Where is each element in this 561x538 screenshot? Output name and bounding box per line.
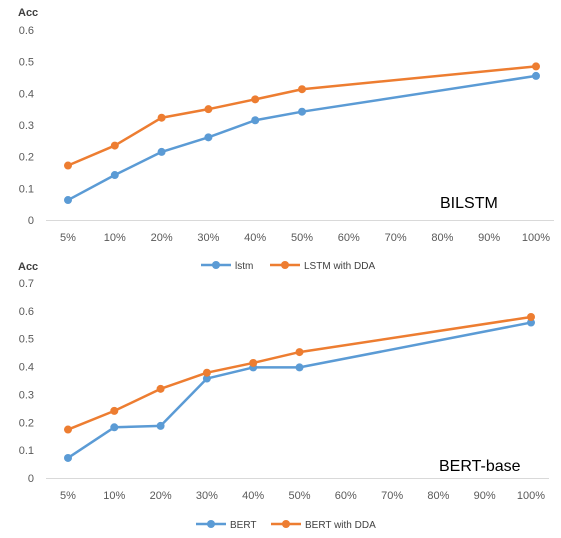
data-point <box>251 95 260 104</box>
x-tick-label: 100% <box>517 490 545 502</box>
series-line-2 <box>67 315 532 431</box>
y-tick-label: 0.5 <box>19 334 34 346</box>
data-point <box>110 406 119 415</box>
legend-item-1: lstm <box>201 261 253 272</box>
x-tick-label: 70% <box>381 490 403 502</box>
data-point <box>298 85 306 94</box>
data-point <box>157 113 166 122</box>
x-tick-label: 50% <box>291 232 313 244</box>
x-tick-label: 5% <box>60 232 76 244</box>
legend-item-1: BERT <box>196 520 257 531</box>
data-point <box>532 62 540 71</box>
legend-label: BERT with DDA <box>305 520 376 531</box>
series-line-2 <box>67 65 537 167</box>
x-tick-label: 60% <box>338 232 360 244</box>
model-annotation: BERT-base <box>439 458 521 475</box>
data-point <box>64 425 72 434</box>
y-tick-label: 0.1 <box>19 445 34 457</box>
y-tick-label: 0.2 <box>19 152 34 164</box>
x-tick-label: 10% <box>103 490 125 502</box>
data-point <box>251 116 260 125</box>
legend-swatch-marker <box>282 520 290 528</box>
legend-label: lstm <box>235 261 253 272</box>
x-tick-label: 80% <box>427 490 449 502</box>
x-tick-label: 20% <box>150 490 172 502</box>
x-tick-label: 90% <box>474 490 496 502</box>
data-point <box>532 71 540 80</box>
data-point <box>156 384 165 393</box>
y-tick-label: 0.2 <box>19 417 34 429</box>
series-line-1 <box>67 321 532 459</box>
y-tick-label: 0 <box>28 215 34 227</box>
legend-label: LSTM with DDA <box>304 261 375 272</box>
data-point <box>110 423 119 432</box>
data-point <box>204 105 213 114</box>
legend-item-2: LSTM with DDA <box>270 261 375 272</box>
data-point <box>202 368 211 377</box>
y-tick-label: 0.4 <box>19 362 34 374</box>
y-tick-label: 0.5 <box>19 57 34 69</box>
data-point <box>110 141 119 150</box>
data-point <box>527 312 535 321</box>
y-tick-label: 0.3 <box>19 120 34 132</box>
y-tick-label: 0.7 <box>19 278 34 290</box>
x-tick-label: 5% <box>60 490 76 502</box>
data-point <box>295 348 304 357</box>
x-tick-label: 30% <box>196 490 218 502</box>
legend-swatch-marker <box>207 520 215 528</box>
y-tick-label: 0.3 <box>19 389 34 401</box>
data-point <box>157 147 166 156</box>
model-annotation: BILSTM <box>440 195 498 212</box>
series-line-1 <box>67 74 537 202</box>
legend-swatch-marker <box>281 261 289 269</box>
legend-label: BERT <box>230 520 257 531</box>
data-point <box>204 133 213 142</box>
y-tick-label: 0.6 <box>19 306 34 318</box>
chart-panel-1: Acc 0 0.1 0.2 0.3 0.4 0.5 0.6 5% 10% 20% 30% 40% 50% 6… <box>18 7 554 272</box>
data-point <box>64 453 72 462</box>
x-tick-label: 40% <box>242 490 264 502</box>
data-point <box>527 318 535 327</box>
data-point <box>64 161 72 170</box>
y-axis-label: Acc <box>18 7 38 19</box>
x-tick-label: 60% <box>335 490 357 502</box>
data-point <box>249 358 258 367</box>
data-point <box>202 374 211 383</box>
x-tick-label: 70% <box>385 232 407 244</box>
y-tick-label: 0.6 <box>19 25 34 37</box>
x-tick-label: 20% <box>151 232 173 244</box>
x-tick-label: 40% <box>244 232 266 244</box>
data-point <box>156 421 165 430</box>
y-axis-label: Acc <box>18 261 38 273</box>
y-tick-label: 0.4 <box>19 88 34 100</box>
x-tick-label: 100% <box>522 232 550 244</box>
data-point <box>64 196 72 205</box>
y-tick-label: 0 <box>28 473 34 485</box>
x-tick-label: 80% <box>431 232 453 244</box>
y-tick-label: 0.1 <box>19 183 34 195</box>
x-tick-label: 50% <box>288 490 310 502</box>
legend-item-2: BERT with DDA <box>271 520 376 531</box>
x-tick-label: 30% <box>197 232 219 244</box>
chart-panel-2: Acc 0 0.1 0.2 0.3 0.4 0.5 0.6 0.7 5% 10% 20% 30% 40% 5… <box>18 261 549 531</box>
x-tick-label: 90% <box>478 232 500 244</box>
legend-swatch-marker <box>212 261 220 269</box>
x-tick-label: 10% <box>104 232 126 244</box>
data-point <box>298 107 306 116</box>
data-point <box>295 363 304 372</box>
data-point <box>110 171 119 180</box>
